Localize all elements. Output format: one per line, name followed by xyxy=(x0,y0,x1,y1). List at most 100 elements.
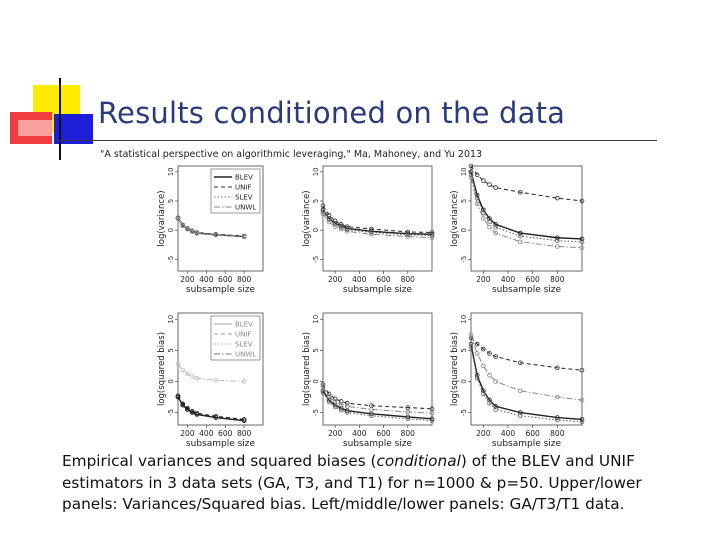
data-point-slev xyxy=(493,407,498,412)
data-point-slev xyxy=(326,217,332,222)
data-point-slev xyxy=(338,407,344,413)
data-point-unwl xyxy=(213,377,219,383)
data-point-unif xyxy=(493,354,498,359)
data-point-blev xyxy=(487,216,492,221)
data-point-unwl xyxy=(487,224,492,230)
data-point-slev xyxy=(332,222,338,227)
data-point-slev xyxy=(213,415,219,420)
chart-panel-bottom-right: -5 0 5 10 200 400 600 800 log(squared bias) subsa… xyxy=(450,312,585,449)
data-point-unif xyxy=(579,198,585,204)
data-point-unif xyxy=(474,172,480,178)
data-point-blev xyxy=(579,417,585,422)
data-point-unwl xyxy=(429,235,435,241)
data-point-blev xyxy=(487,397,492,403)
data-point-slev xyxy=(241,418,247,423)
series-line-unif xyxy=(177,395,245,420)
data-point-slev xyxy=(579,419,585,425)
series-line-unwl xyxy=(322,213,433,239)
y-axis-label: log(squared bias) xyxy=(302,332,312,406)
y-tick-label: 10 xyxy=(312,167,320,176)
data-point-slev xyxy=(468,172,474,178)
data-point-slev xyxy=(320,209,326,214)
x-axis-label: subsample size xyxy=(186,439,256,449)
data-point-blev xyxy=(481,388,486,394)
data-point-slev xyxy=(405,232,411,238)
x-tick-label: 600 xyxy=(376,429,391,438)
x-tick-label: 200 xyxy=(476,429,491,438)
data-point-unif xyxy=(326,212,332,218)
y-axis-label: log(squared bias) xyxy=(157,332,167,406)
data-point-unif xyxy=(429,230,435,235)
caption-line-3: panels: Variances/Squared bias. Left/mid… xyxy=(62,495,625,513)
data-point-unwl xyxy=(175,216,181,221)
data-point-unwl xyxy=(320,211,326,217)
y-axis-label: log(variance) xyxy=(450,190,460,246)
data-point-unif xyxy=(481,178,486,183)
results-figure: -5 0 5 10 200 400 600 800 log(variance) subsample… xyxy=(157,163,585,449)
data-point-unwl xyxy=(369,231,374,237)
x-tick-label: 600 xyxy=(376,275,391,284)
y-axis-label: log(squared bias) xyxy=(450,332,460,406)
data-point-unwl xyxy=(180,367,186,373)
x-tick-label: 600 xyxy=(526,429,541,438)
data-point-blev xyxy=(493,404,498,409)
data-point-unwl xyxy=(320,384,326,389)
data-point-unif xyxy=(474,341,480,347)
y-tick-label: 5 xyxy=(312,199,320,203)
caption-text: Empirical variances and squared biases ( xyxy=(62,452,377,470)
data-point-slev xyxy=(344,410,350,415)
data-point-unwl xyxy=(241,379,247,384)
legend-label-blev: BLEV xyxy=(235,321,253,329)
data-point-slev xyxy=(518,413,523,418)
series-line-slev xyxy=(470,347,583,423)
data-point-slev xyxy=(320,390,326,395)
chart-panel-bottom-middle: -5 0 5 10 200 400 600 800 log(squared bias) subsa… xyxy=(302,312,435,449)
data-point-unwl xyxy=(344,404,350,409)
data-point-blev xyxy=(555,235,560,241)
data-point-unwl xyxy=(493,379,498,384)
data-point-unwl xyxy=(369,407,374,412)
data-point-slev xyxy=(468,344,474,350)
series-line-unif xyxy=(322,205,433,234)
x-axis-label: subsample size xyxy=(492,439,562,449)
data-point-blev xyxy=(493,222,498,227)
data-point-slev xyxy=(555,417,560,423)
data-point-unif xyxy=(481,346,486,352)
data-point-blev xyxy=(474,192,480,198)
y-tick-label: 0 xyxy=(460,228,468,232)
data-point-unwl xyxy=(468,332,474,338)
data-point-blev xyxy=(468,341,474,347)
series-line-slev xyxy=(177,396,245,422)
data-point-unwl xyxy=(474,351,480,356)
data-point-unif xyxy=(405,229,411,235)
data-point-unwl xyxy=(474,201,480,207)
x-tick-label: 200 xyxy=(180,429,195,438)
legend-label-slev: SLEV xyxy=(235,194,253,202)
data-point-blev xyxy=(405,414,411,420)
data-point-unif xyxy=(338,399,344,404)
data-point-unwl xyxy=(518,239,523,245)
y-tick-label: 0 xyxy=(167,228,175,232)
caption-line-1: Empirical variances and squared biases (… xyxy=(62,451,712,473)
data-point-unwl xyxy=(185,226,190,232)
x-tick-label: 400 xyxy=(199,429,214,438)
data-point-slev xyxy=(518,233,523,239)
x-tick-label: 400 xyxy=(501,429,516,438)
x-tick-label: 800 xyxy=(237,429,252,438)
chart-panel-top-right: -5 0 5 10 200 400 600 800 log(variance) subsample… xyxy=(450,163,585,295)
data-point-unif xyxy=(518,189,523,195)
data-point-unwl xyxy=(189,229,195,234)
y-tick-label: 0 xyxy=(167,379,175,383)
data-point-unwl xyxy=(332,399,338,404)
chart-panel-bottom-left: -5 0 5 10 200 400 600 800 log(squared bias) subsa… xyxy=(157,312,264,449)
x-tick-label: 200 xyxy=(476,275,491,284)
series-line-blev xyxy=(470,343,583,421)
data-point-blev xyxy=(468,169,474,175)
data-point-slev xyxy=(481,391,486,397)
y-tick-label: -5 xyxy=(167,409,175,416)
data-point-unwl xyxy=(555,244,560,249)
data-point-unwl xyxy=(180,223,186,228)
plot-frame xyxy=(322,165,433,272)
data-point-unwl xyxy=(481,363,486,369)
data-point-blev xyxy=(474,372,480,378)
